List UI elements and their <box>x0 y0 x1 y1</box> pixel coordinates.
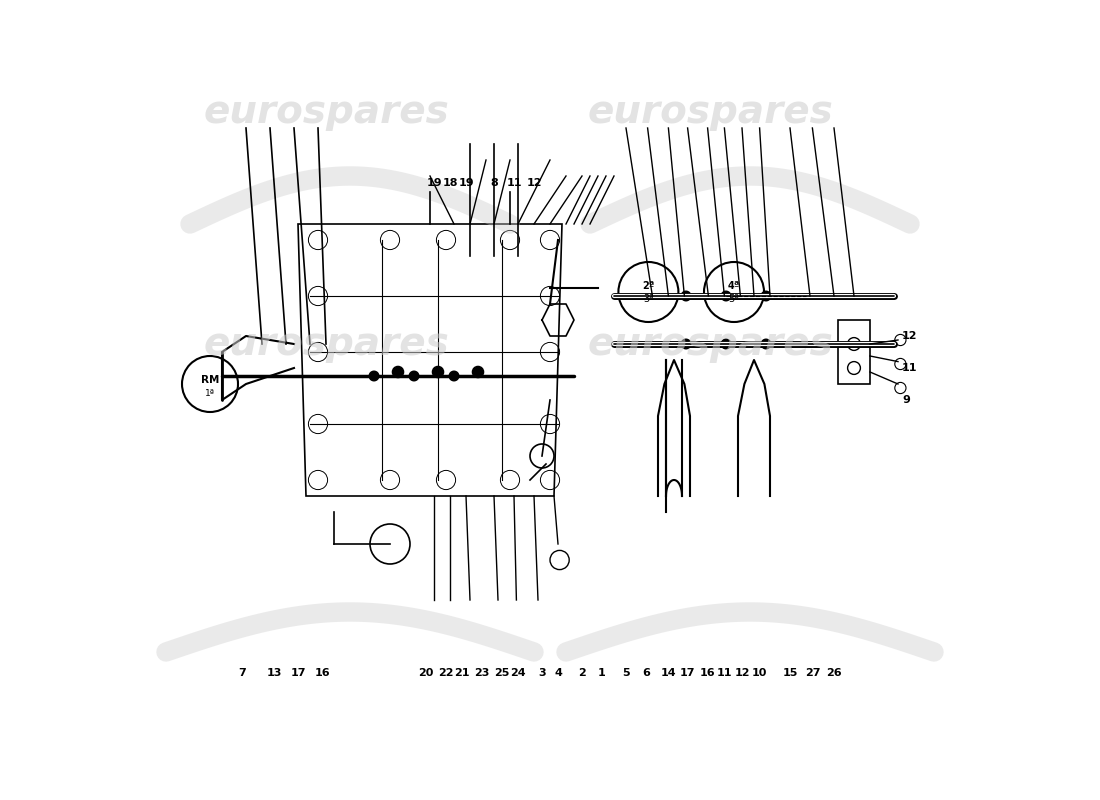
Text: 1: 1 <box>598 668 606 678</box>
Text: 10: 10 <box>752 668 768 678</box>
Text: 21: 21 <box>454 668 470 678</box>
Circle shape <box>722 291 730 301</box>
Text: 3: 3 <box>538 668 546 678</box>
Circle shape <box>449 371 459 381</box>
Text: 27: 27 <box>804 668 821 678</box>
Circle shape <box>761 339 771 349</box>
Text: 5ª: 5ª <box>728 294 739 304</box>
Text: eurospares: eurospares <box>587 93 833 131</box>
Text: 16: 16 <box>315 668 330 678</box>
Circle shape <box>761 291 771 301</box>
Text: 13: 13 <box>266 668 282 678</box>
Text: 4ª: 4ª <box>728 282 740 291</box>
Circle shape <box>894 382 906 394</box>
Text: 17: 17 <box>680 668 695 678</box>
Text: 4: 4 <box>554 668 562 678</box>
Circle shape <box>722 339 730 349</box>
Text: 9: 9 <box>902 395 910 405</box>
Circle shape <box>472 366 484 378</box>
Text: 12: 12 <box>526 178 541 188</box>
Text: eurospares: eurospares <box>587 325 833 363</box>
Text: 19: 19 <box>426 178 442 188</box>
Circle shape <box>894 334 906 346</box>
Text: 24: 24 <box>510 668 526 678</box>
Text: 25: 25 <box>494 668 509 678</box>
Circle shape <box>370 371 378 381</box>
Text: 11: 11 <box>506 178 521 188</box>
Text: 11: 11 <box>902 363 917 373</box>
Text: 11: 11 <box>717 668 733 678</box>
Text: 1ª: 1ª <box>205 389 214 398</box>
Text: 12: 12 <box>735 668 750 678</box>
Text: 3ª: 3ª <box>644 294 653 304</box>
Text: eurospares: eurospares <box>204 325 449 363</box>
Circle shape <box>894 358 906 370</box>
Circle shape <box>393 366 404 378</box>
Text: eurospares: eurospares <box>204 93 449 131</box>
Text: 8: 8 <box>491 178 498 188</box>
Text: 22: 22 <box>438 668 453 678</box>
Text: 17: 17 <box>290 668 306 678</box>
Circle shape <box>681 291 691 301</box>
Circle shape <box>409 371 419 381</box>
Circle shape <box>681 339 691 349</box>
Text: 7: 7 <box>238 668 246 678</box>
Text: 16: 16 <box>700 668 715 678</box>
Text: 5: 5 <box>623 668 630 678</box>
Text: 19: 19 <box>459 178 474 188</box>
Text: 14: 14 <box>661 668 676 678</box>
Text: 2ª: 2ª <box>642 282 654 291</box>
Text: 23: 23 <box>474 668 490 678</box>
Text: RM: RM <box>201 375 219 385</box>
Text: 15: 15 <box>782 668 797 678</box>
Text: 2: 2 <box>579 668 586 678</box>
Circle shape <box>432 366 443 378</box>
Text: 18: 18 <box>442 178 458 188</box>
Text: 26: 26 <box>826 668 842 678</box>
Text: 12: 12 <box>902 331 917 341</box>
Text: 20: 20 <box>418 668 433 678</box>
Text: 6: 6 <box>642 668 650 678</box>
